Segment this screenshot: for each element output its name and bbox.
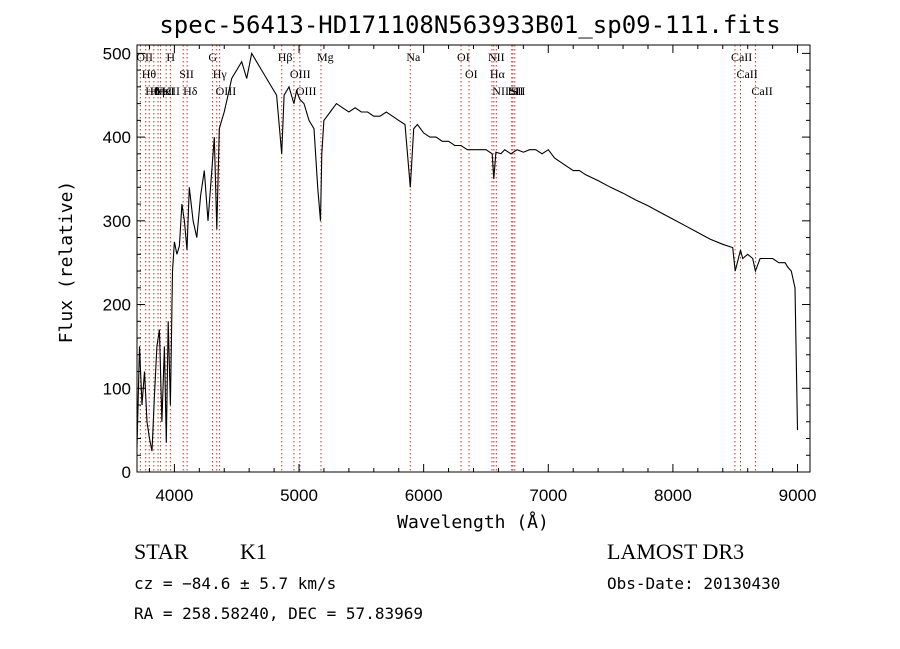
x-tick-label: 8000 [654,486,692,505]
line-marker-label: SII [511,84,526,98]
line-marker-label: Na [406,50,421,64]
y-tick-label: 500 [103,44,131,63]
line-markers [139,45,756,472]
y-axis-label: Flux (relative) [56,181,77,344]
y-tick-label: 0 [122,463,131,482]
line-marker-label: K [162,84,171,98]
object-class: STAR [134,539,189,564]
line-marker-labels: OIIHθHθHηNeIIIHeIKHSIIHδGHγOIIIHβOIIIOII… [136,50,772,98]
line-marker-label: OI [457,50,470,64]
coordinates: RA = 258.58240, DEC = 57.83969 [134,604,423,623]
line-marker-label: HeI [157,84,175,98]
line-marker-label: Hγ [213,67,228,81]
survey-name: LAMOST DR3 [607,539,744,564]
plot-frame [136,44,811,473]
line-marker-label: Hθ [145,84,160,98]
line-marker-label: Hη [150,84,165,98]
line-marker-label: Hα [490,67,506,81]
spectrum-series-line [136,51,799,452]
line-marker-label: SII [509,84,524,98]
x-tick-label: 4000 [155,486,193,505]
y-tick-label: 100 [103,379,131,398]
line-marker-label: SII [179,67,194,81]
line-marker-label: Hβ [278,50,293,64]
object-subclass: K1 [240,539,267,564]
line-marker-label: CaII [736,67,757,81]
line-marker-label: OIII [216,84,237,98]
line-marker-label: OII [136,50,153,64]
line-marker-label: OIII [290,67,311,81]
line-marker-label: Hθ [142,67,157,81]
line-marker-label: OIII [296,84,317,98]
line-marker-label: NII [488,50,505,64]
x-axis-ticks: 4000 5000 6000 7000 8000 9000 [148,45,817,505]
y-tick-label: 200 [103,296,131,315]
x-tick-label: 7000 [529,486,567,505]
line-marker-label: Hδ [183,84,198,98]
line-marker-label: NII [492,84,509,98]
line-marker-label: OI [465,67,478,81]
line-marker-label: Mg [317,50,334,64]
y-tick-label: 400 [103,128,131,147]
line-marker-label: CaII [731,50,752,64]
line-marker-label: G [208,50,217,64]
x-tick-label: 5000 [280,486,318,505]
redshift-readout: cz = −84.6 ± 5.7 km/s [134,574,336,593]
obs-date: Obs-Date: 20130430 [607,574,780,593]
x-tick-label: 9000 [779,486,817,505]
line-marker-label: H [166,50,175,64]
line-marker-label: NeIII [154,84,180,98]
y-tick-label: 300 [103,212,131,231]
x-axis-label: Wavelength (Å) [397,511,549,533]
y-axis-ticks: 0 100 200 300 400 500 [103,44,810,482]
x-tick-label: 6000 [405,486,443,505]
line-marker-label: Li [508,84,519,98]
line-marker-label: CaII [751,84,772,98]
chart-title: spec-56413-HD171108N563933B01_sp09-111.f… [159,11,780,39]
